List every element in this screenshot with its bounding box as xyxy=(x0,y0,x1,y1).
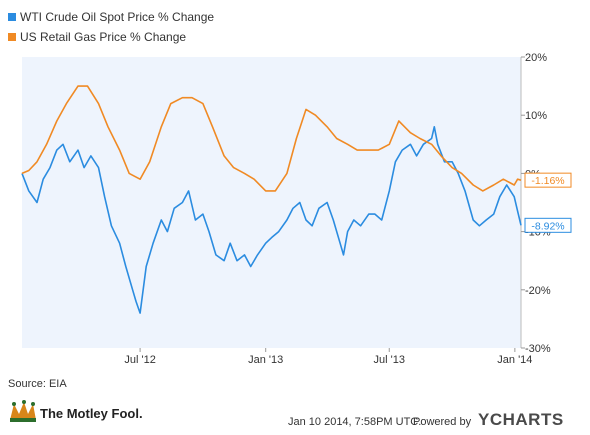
x-tick-label: Jul '13 xyxy=(374,354,405,366)
powered-by-label: Powered by xyxy=(413,416,472,428)
logo-text: The Motley Fool. xyxy=(40,406,143,421)
y-tick-label: 20% xyxy=(525,52,547,64)
source-label: Source: EIA xyxy=(8,378,67,390)
end-labels: -8.92% -1.16% xyxy=(524,172,572,233)
series-layer xyxy=(21,85,522,314)
end-label-text: -8.92% xyxy=(531,220,564,232)
series-line-gas xyxy=(21,85,522,192)
x-tick-label: Jan '13 xyxy=(248,354,283,366)
x-axis: Jul '12 Jan '13 Jul '13 Jan '14 xyxy=(124,348,532,366)
ycharts-brand: YCHARTS xyxy=(478,410,564,429)
legend-swatch-gas xyxy=(8,33,16,41)
x-tick-label: Jan '14 xyxy=(497,354,532,366)
jester-hat-icon xyxy=(10,400,36,422)
y-axis: 20%10%0%-10%-20%-30% xyxy=(521,52,551,355)
end-label-box xyxy=(524,217,572,233)
y-tick-label: -20% xyxy=(525,285,551,297)
y-tick-label: -30% xyxy=(525,343,551,355)
y-tick-label: 10% xyxy=(525,110,547,122)
motley-fool-logo: The Motley Fool. xyxy=(10,400,143,422)
legend-swatch-wti xyxy=(8,13,16,21)
legend-label-gas: US Retail Gas Price % Change xyxy=(20,30,186,44)
legend-label-wti: WTI Crude Oil Spot Price % Change xyxy=(20,10,214,24)
x-tick-label: Jul '12 xyxy=(124,354,155,366)
timestamp: Jan 10 2014, 7:58PM UTC. xyxy=(288,416,421,428)
series-line-wti xyxy=(21,126,522,314)
end-label-text: -1.16% xyxy=(531,175,564,187)
end-label-box xyxy=(524,172,572,188)
